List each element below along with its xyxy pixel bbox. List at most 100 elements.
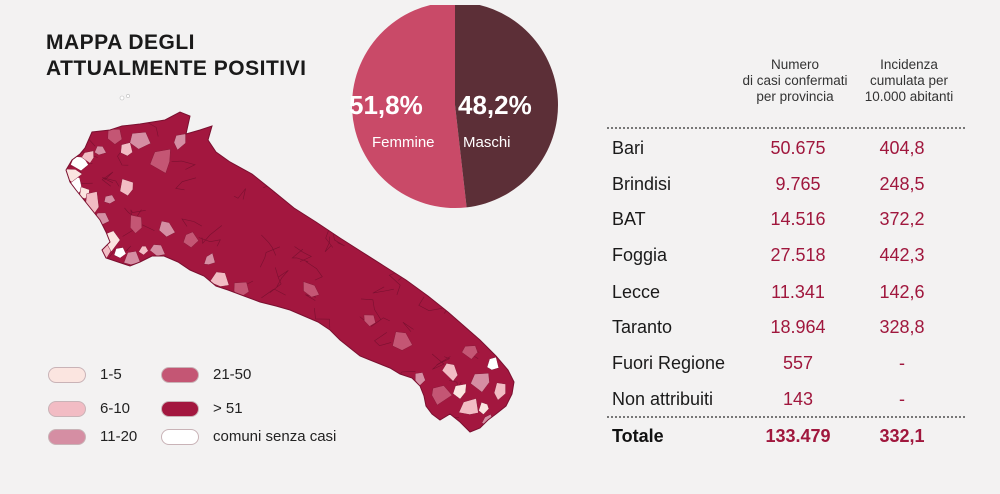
- legend-swatch: [161, 366, 199, 383]
- municipality-boundary: [314, 152, 340, 163]
- municipality-boundary: [494, 272, 512, 282]
- pie-value-femmine: 51,8%: [349, 90, 423, 120]
- municipality-boundary: [221, 133, 236, 145]
- row-incidence: 372,2: [879, 209, 925, 229]
- table-row: Fuori Regione 557 -: [612, 353, 964, 383]
- municipality-cell: [363, 314, 376, 327]
- municipality-boundary: [301, 112, 316, 119]
- municipality-boundary: [388, 272, 401, 295]
- header-cases-line: Numero: [770, 57, 819, 72]
- table-row: Lecce 11.341 142,6: [612, 282, 964, 312]
- table-row: Bari 50.675 404,8: [612, 138, 964, 168]
- municipality-boundary: [166, 266, 184, 279]
- municipality-boundary: [502, 419, 514, 432]
- pie-slice-maschi: [455, 5, 558, 208]
- municipality-cell: [470, 372, 490, 393]
- municipality-boundary: [125, 112, 138, 123]
- municipality-boundary: [78, 225, 90, 240]
- header-cases: Numero di casi confermati per provincia: [720, 57, 870, 105]
- municipality-cell: [130, 214, 143, 234]
- municipality-cell: [81, 150, 94, 164]
- municipality-boundary: [324, 236, 332, 253]
- municipality-cell: [120, 142, 133, 157]
- municipality-boundary: [151, 265, 177, 273]
- pie-value-maschi: 48,2%: [458, 90, 532, 120]
- municipality-boundary: [312, 154, 333, 166]
- legend-item: > 51: [161, 400, 243, 417]
- municipality-boundary: [431, 353, 445, 370]
- legend-label: 21-50: [213, 366, 252, 383]
- legend-label: 1-5: [100, 366, 122, 383]
- row-cases: 557: [782, 353, 814, 373]
- municipality-boundary: [101, 171, 114, 187]
- header-cases-line: per provincia: [756, 89, 834, 104]
- municipality-boundary: [323, 150, 346, 162]
- municipality-cell: [183, 231, 199, 248]
- municipality-boundary: [331, 138, 346, 151]
- row-incidence: 328,8: [879, 317, 925, 337]
- row-cases: 143: [782, 389, 814, 409]
- legend-label: comuni senza casi: [213, 428, 337, 445]
- municipality-boundary: [127, 292, 140, 304]
- municipality-cell: [414, 372, 426, 387]
- row-province: Bari: [612, 138, 645, 158]
- map-title-line1: MAPPA DEGLI: [46, 31, 196, 54]
- row-incidence: 442,3: [879, 245, 925, 265]
- legend-swatch: [161, 428, 199, 445]
- table-row: Non attribuiti 143 -: [612, 389, 964, 419]
- row-incidence: 248,5: [879, 174, 925, 194]
- municipality-cell: [92, 225, 103, 237]
- municipality-boundary: [402, 321, 414, 332]
- municipality-boundary: [164, 279, 176, 291]
- municipality-cell: [203, 252, 216, 265]
- municipality-cell: [129, 131, 152, 150]
- municipality-boundary: [146, 271, 160, 285]
- municipality-boundary: [281, 144, 296, 158]
- municipality-cell: [113, 247, 127, 259]
- header-cases-line: di casi confermati: [742, 73, 848, 88]
- municipality-boundary: [119, 284, 142, 308]
- municipality-cell: [149, 148, 171, 174]
- municipality-boundary: [364, 215, 394, 224]
- municipality-boundary: [102, 177, 120, 187]
- row-cases: 18.964: [770, 317, 826, 337]
- municipality-boundary: [272, 112, 282, 126]
- municipality-boundary: [276, 270, 289, 287]
- row-cases: 9.765: [775, 174, 821, 194]
- municipality-cell: [303, 281, 320, 298]
- municipality-boundary: [117, 149, 129, 166]
- legend-swatch: [48, 428, 86, 445]
- legend-swatch: [48, 366, 86, 383]
- legend-item: 1-5: [48, 366, 122, 383]
- municipality-cell: [158, 220, 176, 238]
- table-total-row: Totale 133.479 332,1: [612, 426, 964, 456]
- legend-item: 6-10: [48, 400, 130, 417]
- municipality-boundary: [261, 119, 288, 128]
- row-incidence: 142,6: [879, 282, 925, 302]
- municipality-boundary: [359, 238, 379, 250]
- municipality-boundary: [384, 406, 399, 426]
- municipality-cell: [486, 356, 500, 371]
- map-title-line2: ATTUALMENTE POSITIVI: [46, 57, 307, 80]
- municipality-cell: [392, 331, 413, 351]
- municipality-boundary: [314, 307, 331, 329]
- pie-label-maschi: Maschi: [463, 134, 511, 151]
- municipality-boundary: [360, 298, 382, 321]
- map-legend: 1-5 6-10 11-20 21-50 > 51 comuni senza c…: [48, 366, 368, 456]
- row-cases: 50.675: [770, 138, 826, 158]
- municipality-boundary: [272, 183, 301, 193]
- municipality-boundary: [175, 302, 190, 311]
- total-label: Totale: [612, 426, 664, 446]
- municipality-boundary: [118, 329, 130, 351]
- municipality-cell: [119, 178, 134, 197]
- table-divider-top: [607, 127, 965, 129]
- municipality-cell: [452, 383, 467, 400]
- municipality-boundary: [157, 260, 175, 272]
- legend-swatch: [48, 400, 86, 417]
- municipality-boundary: [332, 230, 345, 247]
- legend-label: > 51: [213, 400, 243, 417]
- municipality-boundary: [261, 234, 277, 256]
- municipality-boundary: [291, 248, 309, 263]
- row-province: Brindisi: [612, 174, 672, 194]
- municipality-boundary: [436, 356, 451, 366]
